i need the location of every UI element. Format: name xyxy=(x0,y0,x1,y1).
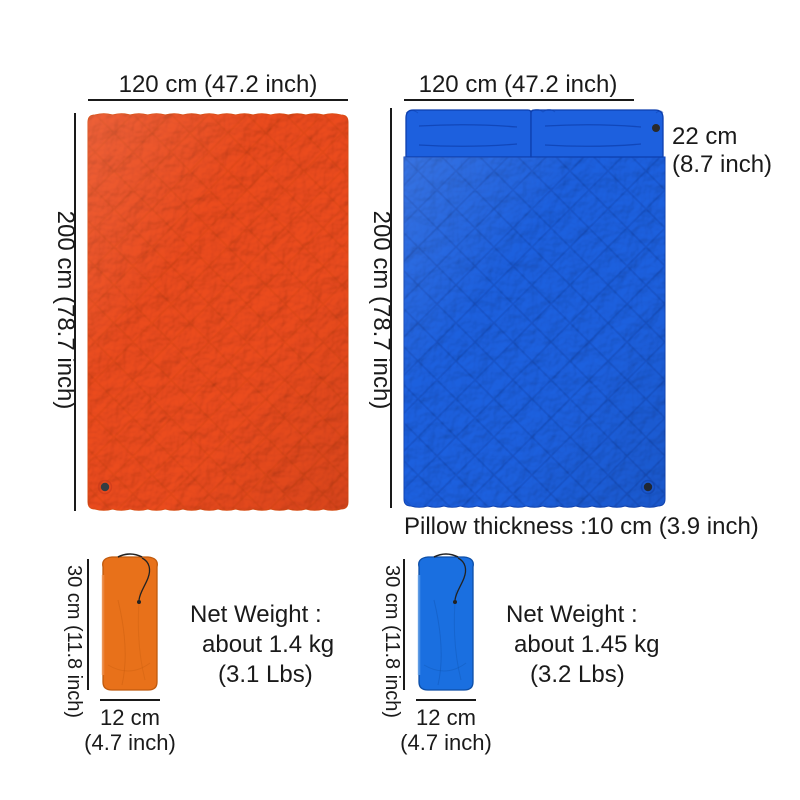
svg-text:(4.7 inch): (4.7 inch) xyxy=(84,730,176,755)
svg-text:200 cm (78.7 inch): 200 cm (78.7 inch) xyxy=(368,211,395,410)
svg-text:120 cm (47.2 inch): 120 cm (47.2 inch) xyxy=(419,71,618,98)
svg-text:(3.2 Lbs): (3.2 Lbs) xyxy=(530,661,625,688)
svg-text:about 1.4 kg: about 1.4 kg xyxy=(202,631,334,658)
svg-text:(3.1 Lbs): (3.1 Lbs) xyxy=(218,661,313,688)
svg-text:200 cm (78.7 inch): 200 cm (78.7 inch) xyxy=(52,211,79,410)
svg-text:Net Weight :: Net Weight : xyxy=(506,601,638,628)
svg-text:Pillow thickness :10 cm (3.9 i: Pillow thickness :10 cm (3.9 inch) xyxy=(404,513,759,540)
svg-text:22 cm: 22 cm xyxy=(672,123,737,150)
svg-text:120 cm (47.2 inch): 120 cm (47.2 inch) xyxy=(119,71,318,98)
svg-text:30 cm (11.8 inch): 30 cm (11.8 inch) xyxy=(381,565,403,718)
svg-text:(8.7 inch): (8.7 inch) xyxy=(672,151,772,178)
svg-text:Net Weight :: Net Weight : xyxy=(190,601,322,628)
svg-text:12 cm: 12 cm xyxy=(416,705,476,730)
svg-text:12 cm: 12 cm xyxy=(100,705,160,730)
svg-text:30 cm (11.8 inch): 30 cm (11.8 inch) xyxy=(63,565,85,718)
svg-text:(4.7 inch): (4.7 inch) xyxy=(400,730,492,755)
svg-text:about 1.45 kg: about 1.45 kg xyxy=(514,631,659,658)
